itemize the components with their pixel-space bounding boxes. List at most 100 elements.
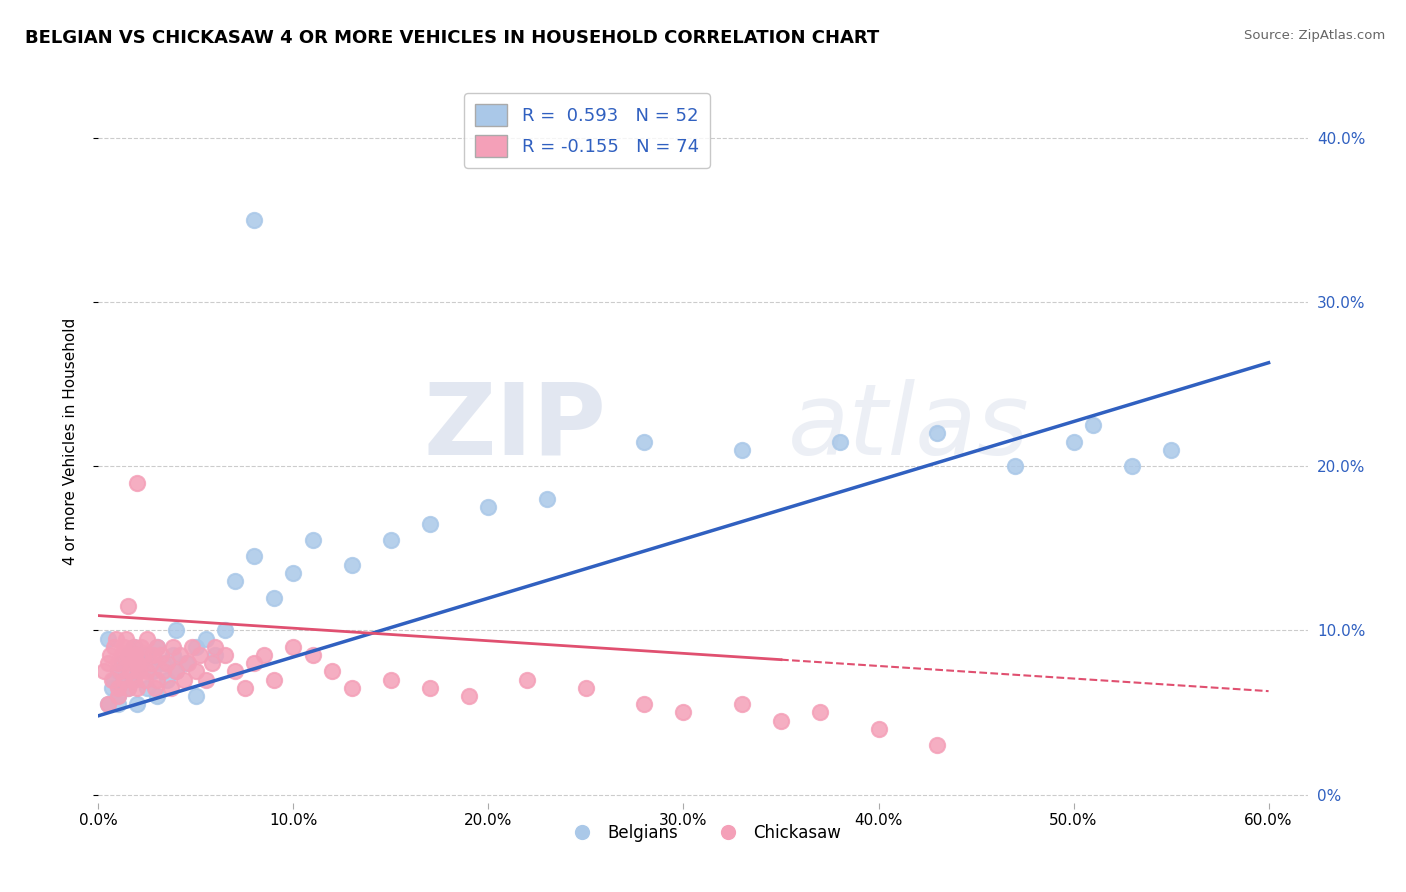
Point: [112, 640, 135, 654]
Point: [1081, 418, 1104, 433]
Point: [321, 665, 343, 679]
Point: [214, 624, 236, 638]
Point: [142, 665, 165, 679]
Point: [302, 533, 325, 547]
Point: [477, 500, 499, 515]
Point: [419, 516, 441, 531]
Point: [122, 673, 145, 687]
Point: [925, 426, 948, 441]
Point: [98, 648, 121, 662]
Point: [253, 648, 276, 662]
Point: [97, 698, 120, 712]
Point: [184, 689, 207, 703]
Point: [104, 632, 127, 646]
Point: [672, 706, 695, 720]
Point: [103, 673, 125, 687]
Point: [117, 599, 139, 613]
Point: [1063, 434, 1085, 449]
Point: [117, 648, 139, 662]
Point: [165, 665, 187, 679]
Point: [243, 657, 266, 671]
Y-axis label: 4 or more Vehicles in Household: 4 or more Vehicles in Household: [63, 318, 77, 566]
Point: [131, 657, 153, 671]
Point: [162, 640, 184, 654]
Point: [132, 648, 155, 662]
Point: [194, 632, 217, 646]
Point: [458, 689, 481, 703]
Point: [181, 640, 204, 654]
Point: [214, 648, 236, 662]
Point: [111, 657, 134, 671]
Point: [233, 681, 256, 695]
Point: [263, 673, 285, 687]
Point: [1160, 442, 1182, 457]
Text: ZIP: ZIP: [423, 378, 606, 475]
Point: [162, 648, 184, 662]
Point: [127, 475, 149, 490]
Point: [173, 673, 195, 687]
Point: [224, 665, 246, 679]
Point: [127, 665, 149, 679]
Point: [117, 648, 139, 662]
Point: [136, 665, 159, 679]
Point: [107, 689, 129, 703]
Point: [103, 640, 125, 654]
Point: [156, 657, 179, 671]
Point: [149, 648, 172, 662]
Point: [101, 681, 124, 695]
Point: [731, 442, 754, 457]
Point: [165, 665, 187, 679]
Point: [184, 640, 207, 654]
Point: [204, 640, 226, 654]
Point: [107, 657, 129, 671]
Point: [127, 698, 149, 712]
Point: [633, 698, 655, 712]
Point: [925, 739, 948, 753]
Point: [200, 657, 222, 671]
Point: [118, 665, 141, 679]
Point: [243, 549, 266, 564]
Point: [122, 640, 145, 654]
Point: [136, 632, 159, 646]
Point: [152, 665, 174, 679]
Point: [380, 673, 402, 687]
Point: [156, 673, 179, 687]
Point: [808, 706, 831, 720]
Point: [134, 673, 156, 687]
Text: BELGIAN VS CHICKASAW 4 OR MORE VEHICLES IN HOUSEHOLD CORRELATION CHART: BELGIAN VS CHICKASAW 4 OR MORE VEHICLES …: [25, 29, 880, 46]
Point: [1121, 459, 1143, 474]
Point: [107, 698, 129, 712]
Point: [111, 648, 134, 662]
Point: [152, 657, 174, 671]
Point: [169, 648, 191, 662]
Point: [340, 681, 363, 695]
Point: [188, 648, 211, 662]
Point: [146, 640, 169, 654]
Point: [243, 212, 266, 227]
Point: [124, 648, 146, 662]
Point: [142, 648, 165, 662]
Point: [769, 714, 792, 728]
Point: [302, 648, 325, 662]
Point: [177, 657, 200, 671]
Point: [194, 673, 217, 687]
Point: [107, 665, 129, 679]
Legend: Belgians, Chickasaw: Belgians, Chickasaw: [558, 817, 848, 848]
Point: [97, 632, 120, 646]
Point: [828, 434, 851, 449]
Point: [107, 689, 129, 703]
Point: [1004, 459, 1026, 474]
Text: atlas: atlas: [787, 378, 1029, 475]
Point: [146, 673, 169, 687]
Point: [108, 665, 131, 679]
Point: [146, 689, 169, 703]
Point: [283, 640, 305, 654]
Point: [122, 640, 145, 654]
Point: [165, 624, 187, 638]
Point: [283, 566, 305, 580]
Point: [868, 722, 890, 736]
Point: [380, 533, 402, 547]
Point: [97, 657, 120, 671]
Point: [101, 673, 124, 687]
Point: [93, 665, 115, 679]
